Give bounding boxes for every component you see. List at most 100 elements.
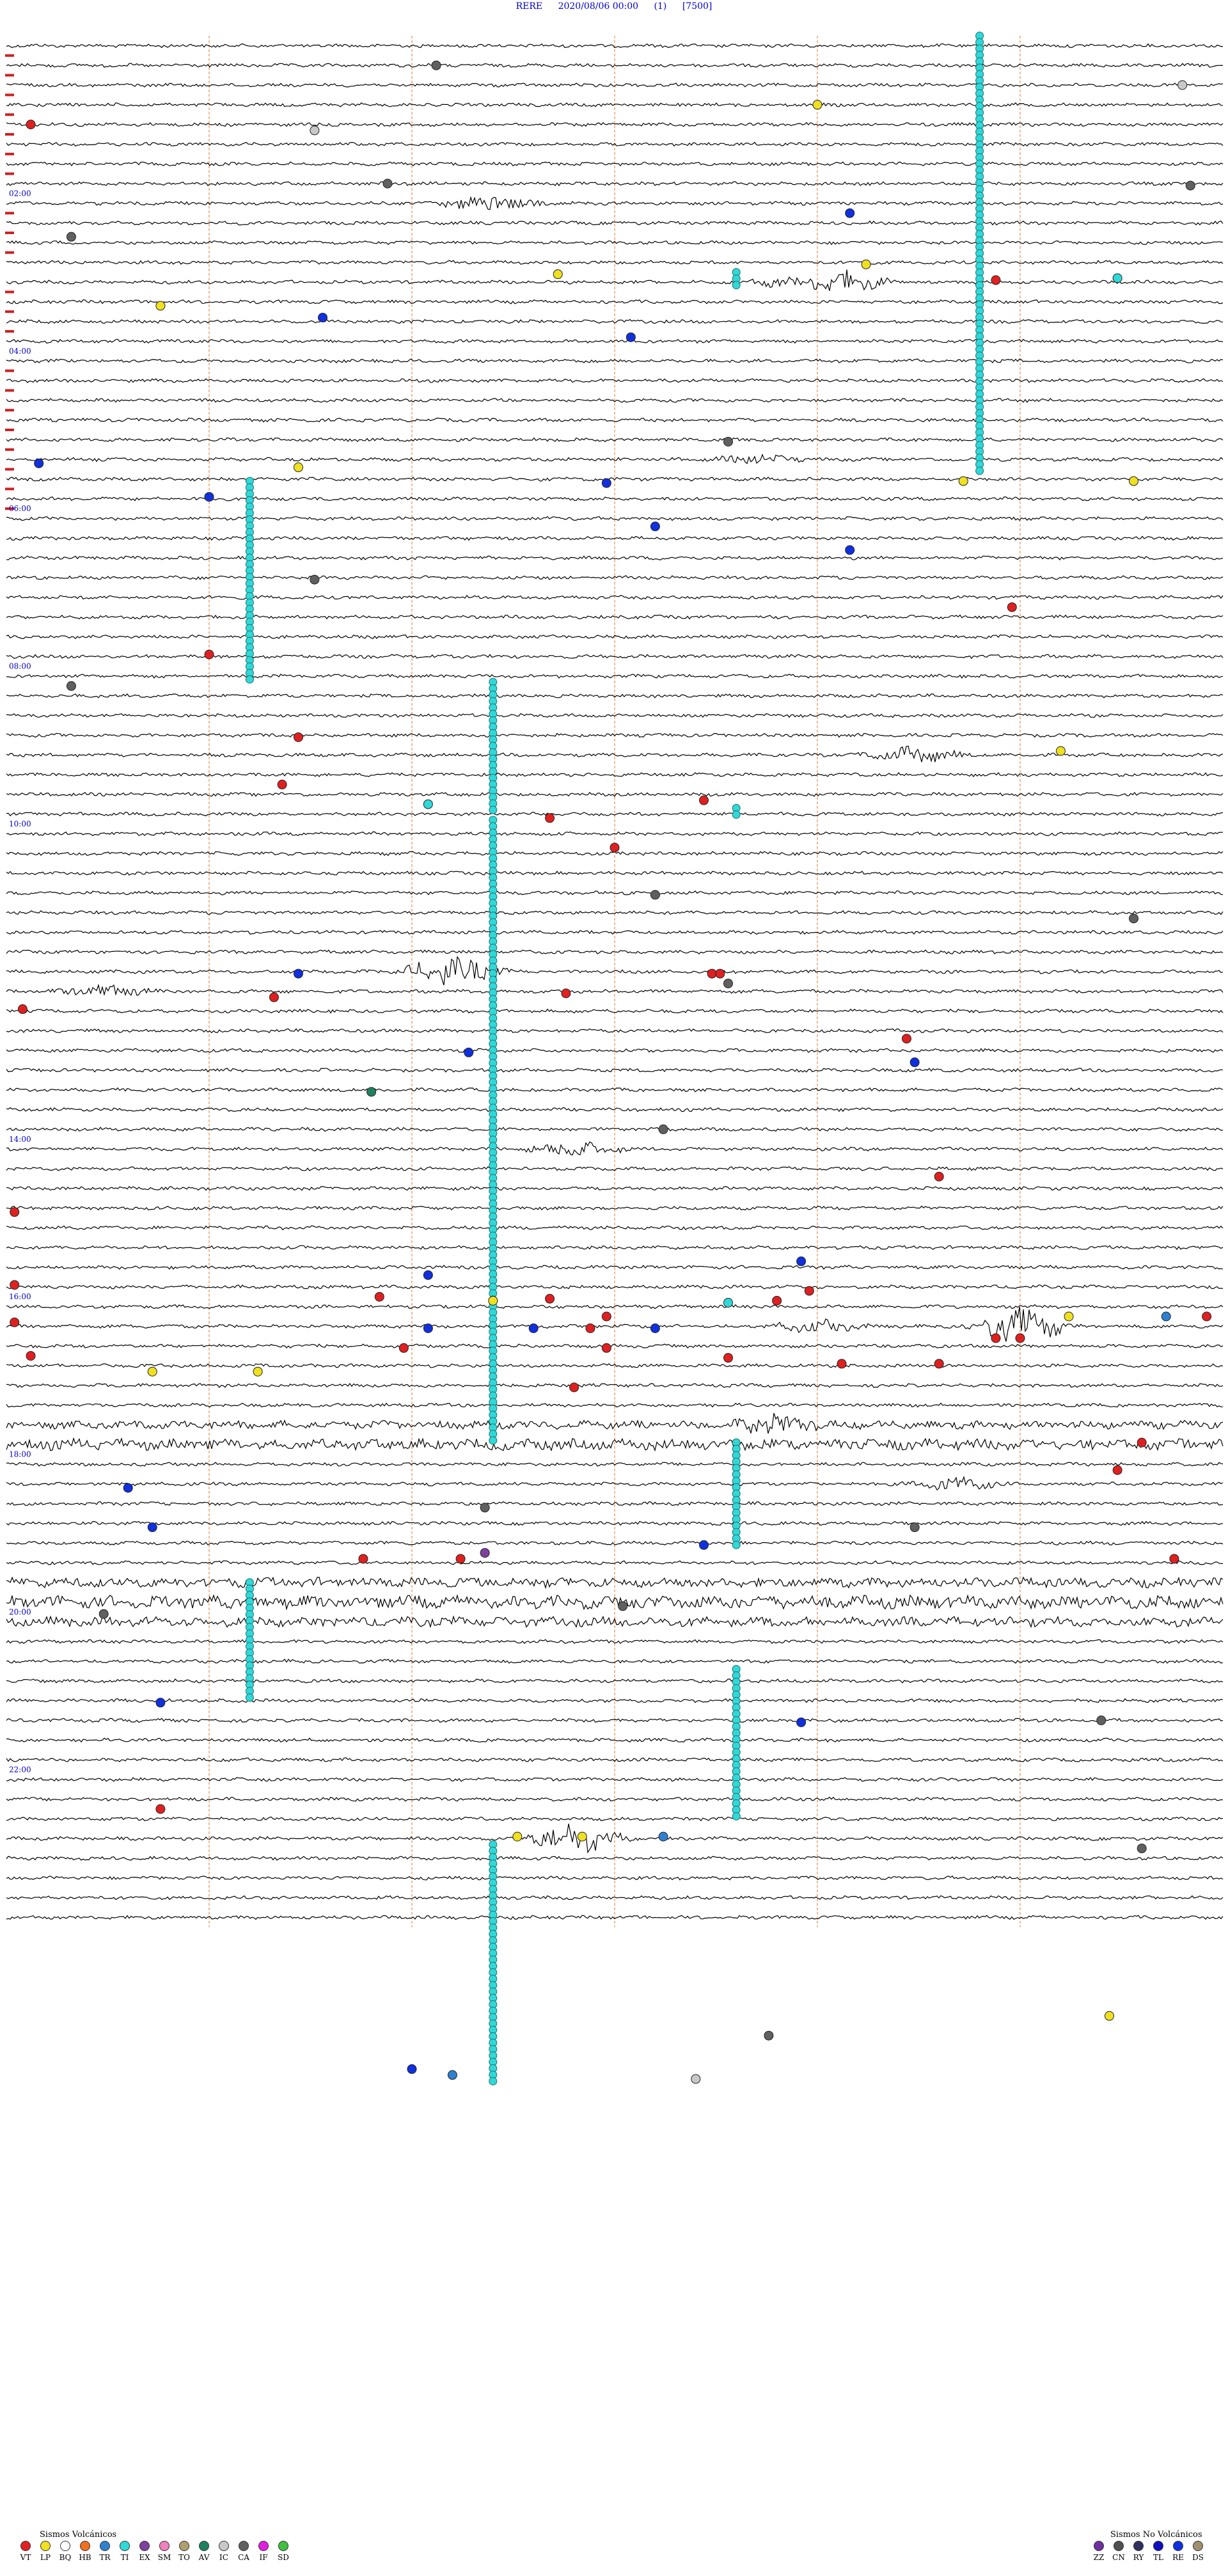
event-marker-re	[845, 208, 855, 218]
trace-row	[6, 949, 1224, 955]
header-datetime: 2020/08/06 00:00	[558, 1, 639, 12]
trace-row	[6, 1412, 1224, 1434]
event-marker-vt	[398, 1343, 409, 1353]
event-marker-re	[626, 332, 636, 342]
grid-lines	[209, 36, 1021, 1927]
event-marker-re	[528, 1323, 539, 1333]
legend-swatch	[239, 2541, 249, 2551]
event-marker-ca	[723, 978, 734, 988]
event-marker-tr	[447, 2070, 457, 2080]
legend-label: BQ	[59, 2553, 72, 2562]
legend-label: CA	[238, 2553, 249, 2562]
event-marker-ca	[909, 1522, 920, 1533]
trace-row	[6, 956, 1224, 986]
trace-row	[6, 299, 1224, 304]
event-marker-ca	[658, 1124, 668, 1134]
legend-swatch	[1173, 2541, 1183, 2551]
event-marker-re	[407, 2064, 417, 2074]
hour-marker	[5, 409, 14, 412]
event-marker-vt	[837, 1359, 847, 1369]
trace-row	[6, 1363, 1224, 1368]
legend-item-ex: EX	[133, 2541, 156, 2562]
event-marker-vt	[1015, 1333, 1025, 1343]
event-marker-vt	[155, 1804, 166, 1814]
legend-label: SM	[157, 2553, 171, 2562]
trace-row	[6, 791, 1224, 797]
trace-row	[6, 1265, 1224, 1270]
trace-row	[6, 594, 1224, 600]
legend-item-tr: TR	[93, 2541, 116, 2562]
event-marker-ca	[764, 2030, 774, 2041]
hour-marker	[5, 429, 14, 431]
legend-swatch	[258, 2541, 269, 2551]
legend-item-lp: LP	[34, 2541, 57, 2562]
event-marker-ca	[382, 178, 393, 189]
event-marker-lp	[488, 1295, 498, 1306]
event-marker-vt	[991, 275, 1001, 285]
time-label: 22:00	[9, 1765, 31, 1774]
legend-label: IF	[259, 2553, 268, 2562]
event-marker-vt	[901, 1034, 911, 1044]
trace-row	[6, 1658, 1224, 1664]
trace-row	[6, 1796, 1224, 1802]
trace-row	[6, 1186, 1224, 1191]
legend-label: LP	[40, 2553, 51, 2562]
trace-row	[6, 929, 1224, 935]
trace-row	[6, 634, 1224, 640]
trace-row	[6, 1343, 1224, 1348]
event-marker-ca	[618, 1601, 628, 1611]
trace-row	[6, 1560, 1224, 1565]
legend-swatch	[1114, 2541, 1124, 2551]
ti-marker	[245, 675, 254, 684]
trace-row	[6, 1521, 1224, 1526]
hour-marker	[5, 507, 14, 510]
trace-row	[6, 378, 1224, 383]
trace-row	[6, 63, 1224, 68]
event-marker-ca	[1137, 1844, 1147, 1854]
ti-marker	[489, 805, 498, 814]
trace-row	[6, 1615, 1224, 1629]
event-marker-tr	[1161, 1311, 1171, 1322]
legend-label: DS	[1192, 2553, 1204, 2562]
event-marker-lp	[1064, 1311, 1074, 1322]
trace-row	[6, 1284, 1224, 1290]
hour-marker	[5, 172, 14, 175]
legend-swatch	[1153, 2541, 1163, 2551]
legend-label: RE	[1172, 2553, 1184, 2562]
trace-row	[6, 811, 1224, 817]
event-marker-re	[318, 312, 328, 322]
event-marker-ca	[480, 1503, 490, 1513]
trace-row	[6, 1166, 1224, 1171]
event-marker-vt	[610, 842, 620, 853]
hour-marker	[5, 389, 14, 392]
legend-label: ZZ	[1093, 2553, 1105, 2562]
ti-marker	[489, 2076, 498, 2085]
event-marker-re	[796, 1256, 807, 1267]
trace-row	[6, 1737, 1224, 1743]
legend-label: EX	[139, 2553, 150, 2562]
trace-row	[6, 1757, 1224, 1762]
hour-marker	[5, 448, 14, 451]
event-marker-vt	[804, 1286, 814, 1296]
hour-marker	[5, 330, 14, 333]
trace-row	[6, 141, 1224, 147]
trace-row	[6, 1008, 1224, 1014]
legend-swatch	[1193, 2541, 1203, 2551]
event-marker-vt	[358, 1554, 368, 1564]
legend-nonvolcanic-title: Sismos No Volcánicos	[1110, 2530, 1202, 2540]
legend-swatch	[139, 2541, 150, 2551]
legend-label: TO	[178, 2553, 190, 2562]
chart-header: RERE 2020/08/06 00:00 (1) [7500]	[0, 1, 1228, 12]
legend-swatch	[40, 2541, 51, 2551]
time-label: 10:00	[9, 819, 31, 828]
legend-item-hb: HB	[74, 2541, 97, 2562]
ti-marker	[732, 1540, 741, 1549]
trace-row	[6, 890, 1224, 896]
event-marker-re	[845, 545, 855, 555]
legend-swatch	[20, 2541, 31, 2551]
legend-swatch	[100, 2541, 110, 2551]
event-marker-vt	[10, 1280, 20, 1290]
trace-row	[6, 1915, 1224, 1920]
event-marker-av	[366, 1087, 377, 1097]
legend-label: TL	[1153, 2553, 1163, 2562]
